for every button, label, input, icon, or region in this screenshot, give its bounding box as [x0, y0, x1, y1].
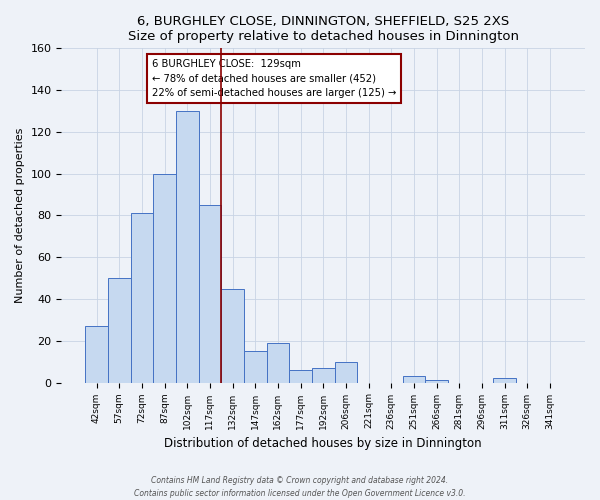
Bar — [221, 288, 244, 382]
Bar — [85, 326, 108, 382]
Bar — [131, 214, 153, 382]
Bar — [199, 205, 221, 382]
Bar — [244, 351, 266, 382]
Bar — [108, 278, 131, 382]
Title: 6, BURGHLEY CLOSE, DINNINGTON, SHEFFIELD, S25 2XS
Size of property relative to d: 6, BURGHLEY CLOSE, DINNINGTON, SHEFFIELD… — [128, 15, 519, 43]
Bar — [289, 370, 312, 382]
Text: Contains HM Land Registry data © Crown copyright and database right 2024.
Contai: Contains HM Land Registry data © Crown c… — [134, 476, 466, 498]
Bar — [493, 378, 516, 382]
Text: 6 BURGHLEY CLOSE:  129sqm
← 78% of detached houses are smaller (452)
22% of semi: 6 BURGHLEY CLOSE: 129sqm ← 78% of detach… — [152, 59, 397, 98]
Bar — [176, 111, 199, 382]
Bar — [425, 380, 448, 382]
X-axis label: Distribution of detached houses by size in Dinnington: Distribution of detached houses by size … — [164, 437, 482, 450]
Bar — [335, 362, 357, 382]
Bar — [153, 174, 176, 382]
Bar — [266, 343, 289, 382]
Bar — [403, 376, 425, 382]
Y-axis label: Number of detached properties: Number of detached properties — [15, 128, 25, 303]
Bar — [312, 368, 335, 382]
